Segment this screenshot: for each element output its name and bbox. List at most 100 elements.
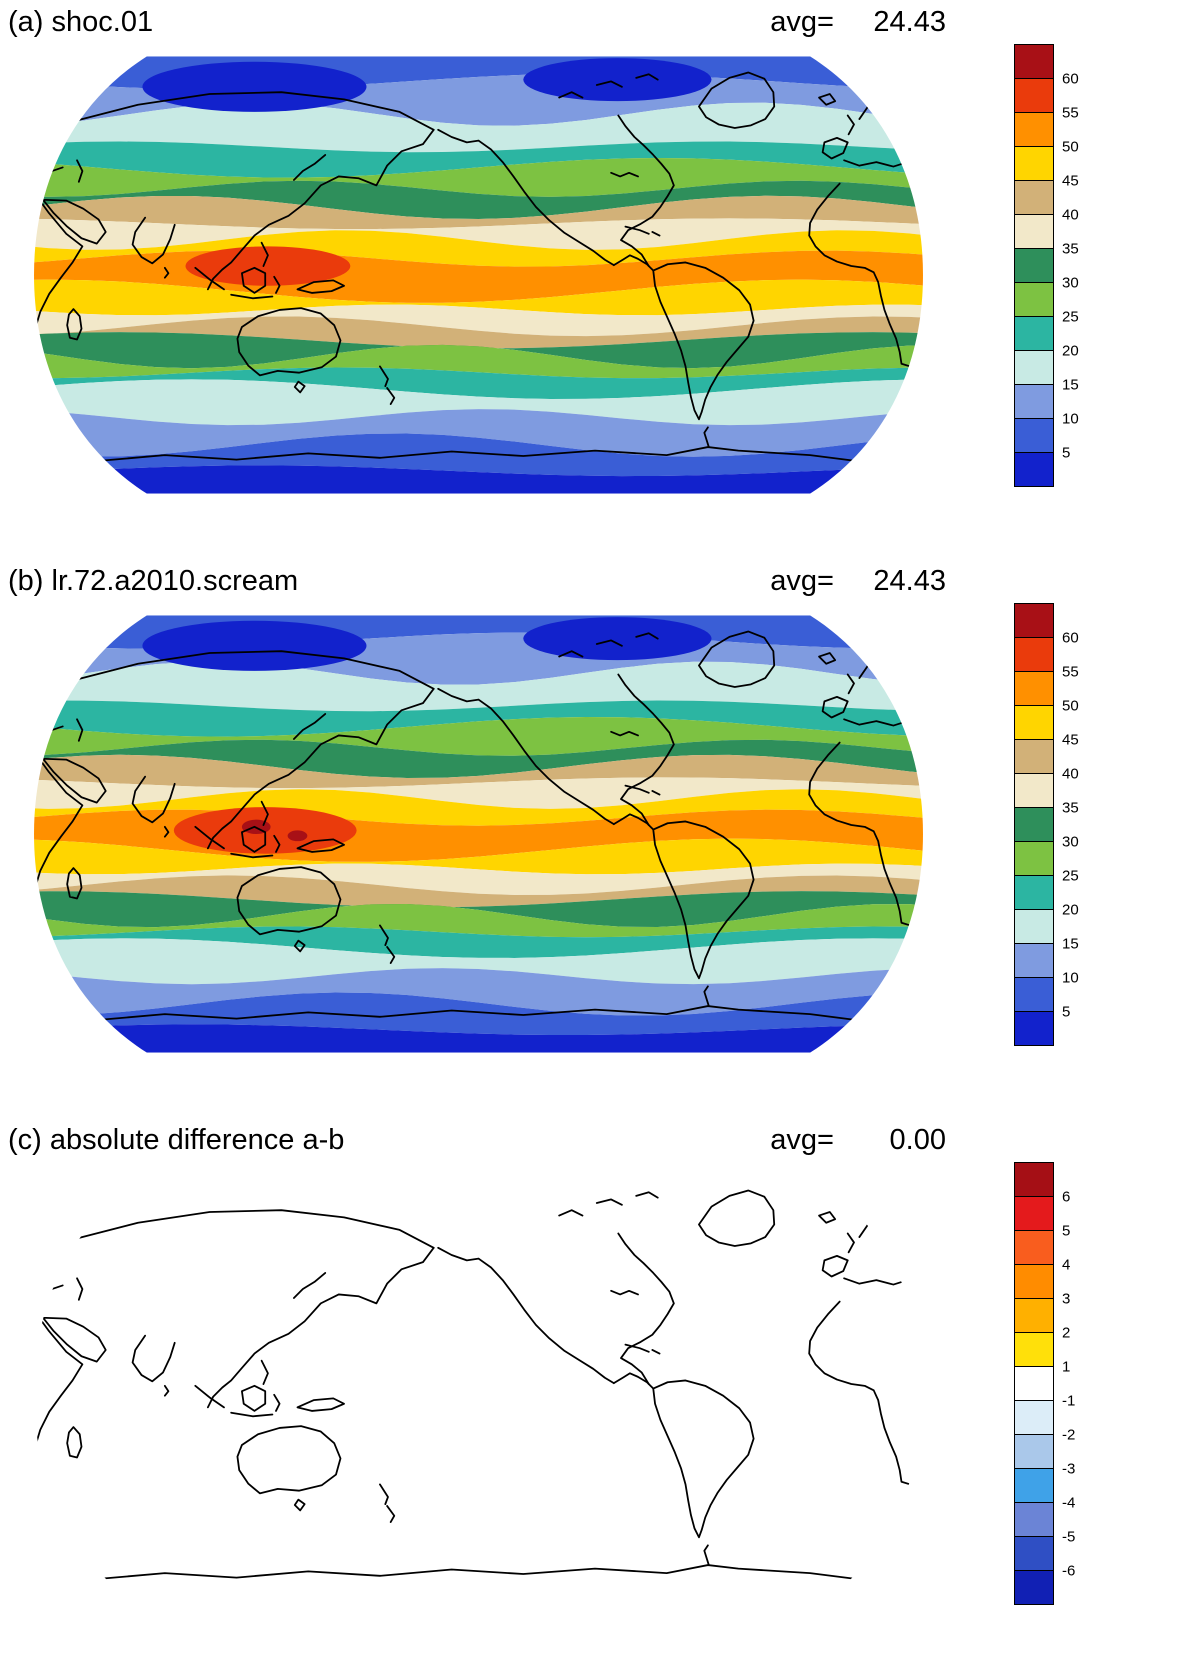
colorbar-tick: 20 [1062, 901, 1079, 919]
colorbar-box [1015, 672, 1053, 706]
colorbar-box [1015, 604, 1053, 638]
colorbar-tick: 30 [1062, 833, 1079, 851]
avg-label: avg= [770, 565, 834, 597]
colorbar-tick: 30 [1062, 274, 1079, 292]
colorbar-tick: 5 [1062, 1222, 1071, 1240]
colorbar-box [1015, 181, 1053, 215]
colorbar-box [1015, 740, 1053, 774]
colorbar-box [1015, 1571, 1053, 1604]
colorbar-box [1015, 1469, 1053, 1503]
colorbar-box [1015, 1333, 1053, 1367]
colorbar-box [1015, 283, 1053, 317]
avg-label: avg= [770, 6, 834, 38]
panel-a-header: (a) shoc.01 avg= 24.43 [0, 0, 946, 38]
colorbar-box [1015, 1231, 1053, 1265]
avg-label: avg= [770, 1124, 834, 1156]
colorbar-tick: 35 [1062, 799, 1079, 817]
colorbar-tick: 45 [1062, 172, 1079, 190]
map-a [34, 56, 923, 494]
colorbar-tick: 10 [1062, 969, 1079, 987]
colorbar-box [1015, 1503, 1053, 1537]
colorbar-box [1015, 385, 1053, 419]
colorbar-box [1015, 45, 1053, 79]
colorbar-box [1015, 910, 1053, 944]
panel-c-header: (c) absolute difference a-b avg= 0.00 [0, 1118, 946, 1156]
avg-value: 24.43 [873, 6, 946, 38]
avg-value: 0.00 [889, 1124, 946, 1156]
colorbar-c: 6 5 4 3 2 1 -1 -2 -3 -4 -5 -6 [1014, 1162, 1124, 1614]
colorbar-box [1015, 1299, 1053, 1333]
colorbar-tick: -3 [1062, 1460, 1076, 1478]
colorbar-box [1015, 808, 1053, 842]
colorbar-box [1015, 876, 1053, 910]
colorbar-tick: 15 [1062, 935, 1079, 953]
colorbar-tick: 5 [1062, 444, 1071, 462]
colorbar-box [1015, 1401, 1053, 1435]
panel-b-header: (b) lr.72.a2010.scream avg= 24.43 [0, 559, 946, 597]
colorbar-box [1015, 113, 1053, 147]
colorbar-tick: 15 [1062, 376, 1079, 394]
map-b [34, 615, 923, 1053]
panel-c: (c) absolute difference a-b avg= 0.00 6 5… [0, 1118, 1183, 1677]
colorbar-box [1015, 706, 1053, 740]
panel-c-avg: avg= 0.00 [770, 1124, 946, 1156]
colorbar-box [1015, 419, 1053, 453]
colorbar-tick: 50 [1062, 138, 1079, 156]
colorbar-tick: 6 [1062, 1188, 1071, 1206]
colorbar-box [1015, 1367, 1053, 1401]
panel-c-title: (c) absolute difference a-b [8, 1124, 345, 1156]
colorbar-box [1015, 774, 1053, 808]
colorbar-tick: 60 [1062, 629, 1079, 647]
colorbar-tick: 55 [1062, 663, 1079, 681]
colorbar-tick: 20 [1062, 342, 1079, 360]
colorbar-tick: 40 [1062, 765, 1079, 783]
colorbar-bar [1014, 1162, 1054, 1605]
panel-a-title: (a) shoc.01 [8, 6, 154, 38]
colorbar-box [1015, 351, 1053, 385]
panel-b-avg: avg= 24.43 [770, 565, 946, 597]
colorbar-box [1015, 1163, 1053, 1197]
colorbar-box [1015, 978, 1053, 1012]
colorbar-box [1015, 1197, 1053, 1231]
colorbar-tick: 5 [1062, 1003, 1071, 1021]
colorbar-tick: -1 [1062, 1392, 1076, 1410]
colorbar-box [1015, 1012, 1053, 1045]
colorbar-tick: 4 [1062, 1256, 1071, 1274]
colorbar-box [1015, 1537, 1053, 1571]
colorbar-tick: 45 [1062, 731, 1079, 749]
colorbar-box [1015, 1265, 1053, 1299]
colorbar-box [1015, 944, 1053, 978]
colorbar-tick: -4 [1062, 1494, 1076, 1512]
colorbar-tick: 3 [1062, 1290, 1071, 1308]
colorbar-b: 60 55 50 45 40 35 30 25 20 15 10 5 [1014, 603, 1124, 1055]
map-c [34, 1174, 923, 1612]
panel-b-title: (b) lr.72.a2010.scream [8, 565, 299, 597]
avg-value: 24.43 [873, 565, 946, 597]
colorbar-tick: -2 [1062, 1426, 1076, 1444]
panel-b: (b) lr.72.a2010.scream avg= 24.43 60 55 50… [0, 559, 1183, 1118]
colorbar-tick: 25 [1062, 308, 1079, 326]
colorbar-tick: 25 [1062, 867, 1079, 885]
colorbar-tick: 35 [1062, 240, 1079, 258]
colorbar-tick: 55 [1062, 104, 1079, 122]
colorbar-box [1015, 1435, 1053, 1469]
colorbar-box [1015, 147, 1053, 181]
colorbar-tick: 50 [1062, 697, 1079, 715]
colorbar-box [1015, 453, 1053, 486]
colorbar-bar [1014, 44, 1054, 487]
colorbar-box [1015, 215, 1053, 249]
colorbar-tick: 1 [1062, 1358, 1071, 1376]
colorbar-box [1015, 249, 1053, 283]
colorbar-box [1015, 317, 1053, 351]
panel-a: (a) shoc.01 avg= 24.43 60 55 50 45 40 35 30 25 2… [0, 0, 1183, 559]
colorbar-tick: 10 [1062, 410, 1079, 428]
colorbar-box [1015, 842, 1053, 876]
colorbar-tick: -5 [1062, 1528, 1076, 1546]
colorbar-box [1015, 79, 1053, 113]
colorbar-box [1015, 638, 1053, 672]
colorbar-a: 60 55 50 45 40 35 30 25 20 15 10 5 [1014, 44, 1124, 496]
colorbar-tick: 2 [1062, 1324, 1071, 1342]
colorbar-bar [1014, 603, 1054, 1046]
colorbar-tick: 40 [1062, 206, 1079, 224]
